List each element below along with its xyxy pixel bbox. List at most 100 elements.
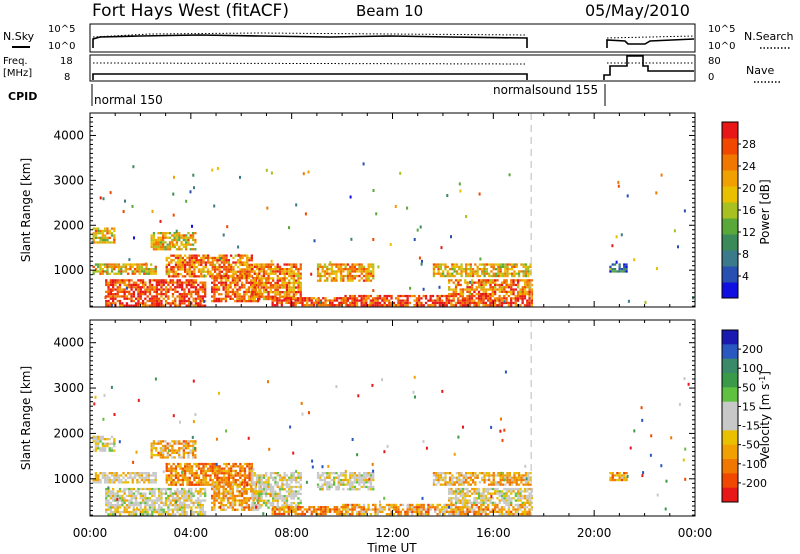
velocity-cell	[498, 492, 501, 495]
velocity-cell	[113, 438, 116, 441]
power-cell	[187, 297, 191, 300]
velocity-cell	[516, 503, 520, 507]
velocity-cell	[170, 469, 173, 473]
velocity-cell	[186, 469, 189, 473]
power-cell	[183, 295, 186, 298]
velocity-cell	[429, 503, 432, 507]
power-cell	[181, 261, 184, 264]
power-cell	[295, 291, 298, 294]
power-cell	[528, 281, 531, 284]
power-cell	[188, 266, 191, 269]
power-cell	[523, 294, 527, 298]
power-cell	[362, 299, 366, 302]
power-cell	[174, 272, 178, 276]
power-cell	[137, 299, 140, 303]
power-cell	[521, 288, 524, 291]
velocity-cell	[506, 478, 509, 482]
velocity-cell	[411, 510, 414, 513]
velocity-cell	[487, 506, 490, 509]
power-cell	[267, 279, 270, 282]
velocity-cell	[171, 444, 174, 448]
velocity-cell	[413, 510, 416, 513]
power-cell	[432, 274, 436, 278]
power-cell	[306, 297, 309, 300]
power-cell	[333, 297, 336, 300]
velocity-cell	[155, 510, 158, 514]
power-cell	[484, 279, 488, 282]
velocity-cell	[276, 501, 279, 505]
velocity-cell	[194, 510, 198, 514]
velocity-cell	[451, 474, 454, 477]
power-cell	[260, 263, 263, 266]
velocity-cell	[459, 506, 462, 509]
velocity-cell	[283, 508, 286, 511]
velocity-cell	[117, 481, 121, 484]
velocity-cell	[442, 476, 445, 479]
power-cell	[107, 299, 110, 303]
velocity-cell	[462, 476, 465, 479]
power-cell	[262, 274, 266, 278]
power-cell	[104, 227, 107, 230]
velocity-cell	[236, 479, 240, 482]
power-cell	[218, 268, 221, 271]
power-cell	[238, 297, 241, 300]
power-cell	[220, 300, 223, 303]
power-cell	[94, 227, 98, 230]
power-cell	[372, 268, 375, 271]
velocity-cell	[253, 488, 256, 491]
velocity-cell	[238, 485, 241, 488]
velocity-cell	[130, 490, 133, 493]
velocity-cell	[365, 485, 368, 489]
power-cell	[467, 274, 470, 278]
power-cell	[140, 265, 144, 268]
power-cell	[132, 281, 135, 284]
velocity-cell	[508, 472, 511, 475]
velocity-cell	[418, 513, 421, 516]
velocity-cell	[451, 481, 454, 484]
power-scatter-point	[389, 243, 392, 246]
power-cell	[285, 263, 289, 266]
velocity-cell	[171, 447, 174, 450]
power-cell	[484, 281, 488, 284]
power-cell	[335, 279, 338, 282]
power-cell	[174, 281, 177, 284]
velocity-cell	[135, 494, 138, 498]
velocity-cell	[508, 483, 511, 486]
power-cell	[526, 281, 529, 284]
power-cell	[424, 297, 428, 300]
velocity-cell	[333, 483, 336, 486]
velocity-cell	[260, 481, 263, 484]
power-cell	[528, 297, 531, 300]
velocity-cell	[292, 474, 295, 477]
velocity-cell	[187, 451, 190, 454]
power-cell	[254, 300, 257, 303]
power-cell	[204, 256, 207, 260]
velocity-cell	[457, 497, 460, 500]
power-cell	[150, 243, 153, 246]
power-cell	[287, 301, 290, 304]
power-cell	[333, 304, 336, 307]
power-cell	[127, 272, 130, 275]
velocity-cell	[316, 474, 320, 477]
velocity-cell	[281, 499, 284, 502]
power-cell	[183, 299, 186, 303]
velocity-cell	[523, 487, 527, 491]
velocity-cell	[251, 474, 254, 477]
power-cell	[489, 301, 492, 305]
velocity-cell	[276, 499, 279, 502]
power-cell	[431, 299, 435, 302]
velocity-cell	[211, 487, 214, 491]
velocity-cell	[159, 454, 162, 457]
power-cell	[512, 290, 515, 293]
velocity-cell	[301, 506, 304, 509]
power-cell	[216, 268, 219, 271]
velocity-cell	[295, 490, 298, 493]
power-cell	[496, 304, 499, 307]
power-cell	[211, 277, 214, 280]
velocity-cell	[340, 506, 343, 509]
power-cell	[439, 268, 442, 271]
power-cell	[133, 272, 137, 275]
velocity-cell	[362, 510, 366, 513]
power-cell	[122, 270, 125, 273]
power-cell	[114, 302, 117, 305]
